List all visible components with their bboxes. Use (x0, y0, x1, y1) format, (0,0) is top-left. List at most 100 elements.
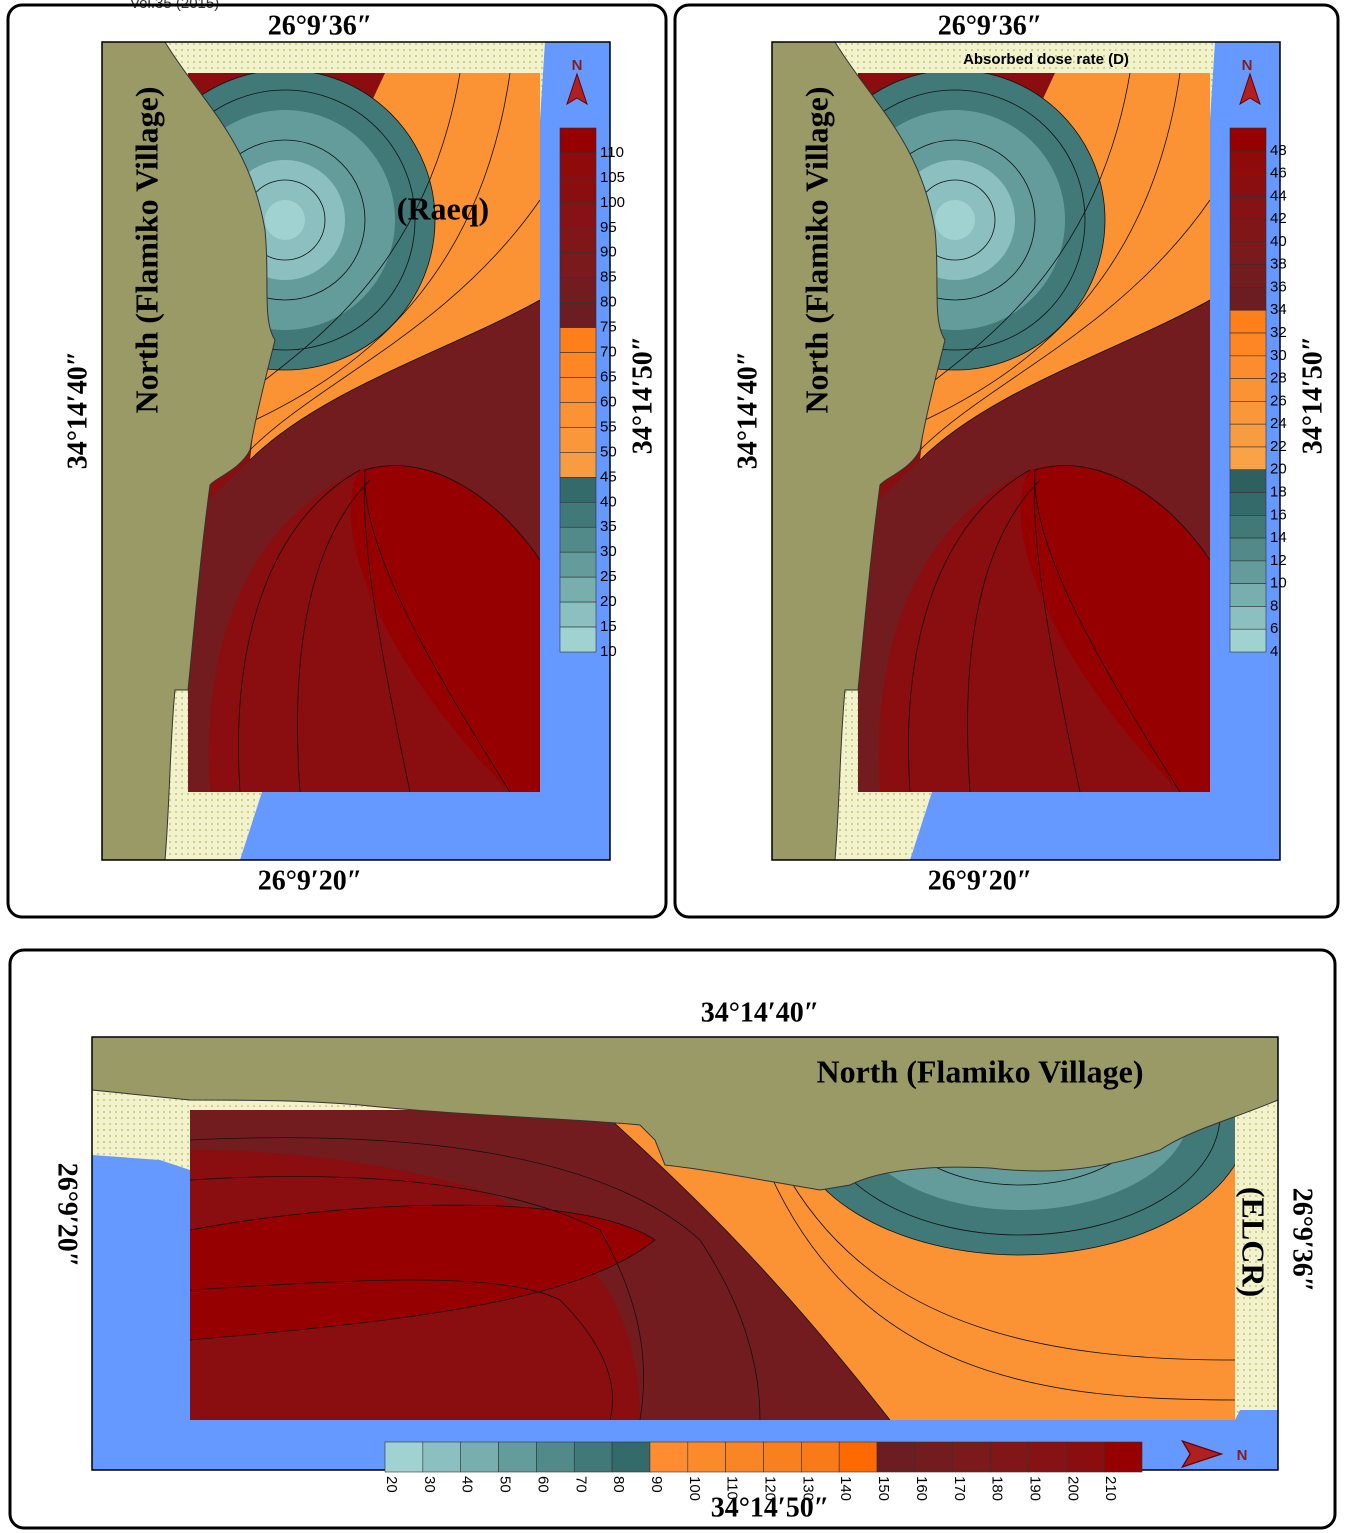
legend-swatch (1229, 355, 1267, 379)
legend-swatch (559, 252, 597, 279)
legend-label: 16 (1270, 506, 1287, 523)
legend-label: 6 (1270, 620, 1278, 637)
legend-label: 90 (600, 244, 617, 261)
legend-swatch (559, 277, 597, 303)
legend-label: 100 (600, 194, 625, 211)
legend-swatch (801, 1441, 840, 1473)
legend-swatch (1066, 1441, 1105, 1473)
legend-swatch (1229, 469, 1267, 493)
legend-swatch (1229, 378, 1267, 402)
legend-swatch (559, 127, 597, 154)
legend-label: 26 (1270, 392, 1287, 409)
legend-swatch (838, 1441, 878, 1473)
legend-label: 18 (1270, 483, 1287, 500)
legend-label: 45 (600, 468, 617, 485)
legend-swatch (559, 452, 597, 478)
legend-label: 55 (600, 418, 617, 435)
top-coordinate: 34°14′40″ (701, 997, 820, 1028)
bottom-coordinate: 26°9′20″ (928, 865, 1033, 896)
legend-label: 34 (1270, 301, 1287, 318)
legend-label: 15 (600, 618, 617, 635)
legend-swatch (559, 576, 597, 603)
legend-label: 85 (600, 269, 617, 286)
legend-label: 30 (421, 1476, 438, 1493)
legend-label: 110 (724, 1476, 741, 1500)
legend-swatch (1229, 606, 1267, 630)
legend-swatch (1229, 241, 1267, 265)
legend-swatch (559, 501, 597, 528)
land-label: North (Flamiko Village) (798, 86, 834, 413)
legend-label: 12 (1270, 552, 1287, 569)
legend-swatch (952, 1441, 991, 1473)
left-coordinate: 34°14′40″ (732, 351, 763, 470)
right-coordinate: 34°14′50″ (1297, 336, 1328, 455)
legend-label: 40 (600, 493, 617, 510)
legend-swatch (559, 302, 597, 328)
legend-label: 8 (1270, 597, 1278, 614)
legend-label: 32 (1270, 324, 1287, 341)
legend-label: 14 (1270, 529, 1287, 546)
legend-label: 200 (1064, 1476, 1081, 1501)
right-coordinate: 34°14′50″ (627, 336, 658, 455)
legend-swatch (611, 1441, 651, 1473)
legend-label: 130 (799, 1476, 816, 1501)
legend-swatch (559, 202, 597, 229)
legend-label: 4 (1270, 643, 1278, 660)
legend-swatch (1229, 332, 1267, 357)
legend-swatch (498, 1441, 537, 1473)
legend-swatch (1229, 560, 1267, 584)
legend-label: 38 (1270, 256, 1287, 273)
legend-swatch (559, 526, 597, 553)
bottom-coordinate: 34°14′50″ (711, 1492, 830, 1523)
legend-swatch (763, 1441, 802, 1473)
legend-swatch (1229, 401, 1267, 425)
legend-label: 35 (600, 518, 617, 535)
legend-swatch (1229, 287, 1267, 311)
legend-label: 20 (383, 1476, 400, 1493)
legend-label: 110 (600, 144, 624, 161)
left-coordinate: 34°14′40″ (62, 351, 93, 470)
bottom-coordinate: 26°9′20″ (258, 865, 363, 896)
legend-swatch (1229, 127, 1267, 152)
legend-swatch (914, 1441, 954, 1473)
legend-label: 10 (1270, 575, 1287, 592)
top-coordinate: 26°9′36″ (938, 10, 1043, 41)
legend-swatch (1229, 446, 1267, 471)
legend-label: 30 (1270, 347, 1287, 364)
legend-swatch (559, 402, 597, 428)
legend-label: 170 (951, 1476, 968, 1501)
legend-label: 50 (600, 443, 617, 460)
legend-label: 60 (600, 393, 617, 410)
legend-swatch (536, 1441, 575, 1473)
map (772, 42, 1280, 860)
legend-label: 60 (534, 1476, 551, 1493)
legend-label: 36 (1270, 278, 1287, 295)
legend-label: 90 (648, 1476, 665, 1493)
legend-label: 150 (875, 1476, 892, 1501)
legend-swatch (990, 1441, 1029, 1473)
legend-label: 70 (572, 1476, 589, 1493)
legend-label: 140 (837, 1476, 854, 1501)
legend-swatch (1229, 264, 1267, 288)
legend-swatch (1103, 1441, 1143, 1473)
legend-label: 44 (1270, 187, 1287, 204)
legend-label: 120 (762, 1476, 779, 1501)
legend-swatch (559, 377, 597, 403)
legend-label: 40 (459, 1476, 476, 1493)
legend-label: 25 (600, 568, 617, 585)
legend-swatch (1229, 173, 1267, 197)
legend-label: 28 (1270, 370, 1287, 387)
legend-swatch (573, 1441, 613, 1473)
map (91, 1036, 1279, 1471)
legend-swatch (649, 1441, 689, 1473)
legend-label: 75 (600, 319, 617, 336)
legend-label: 160 (913, 1476, 930, 1501)
legend-swatch (725, 1441, 764, 1473)
legend-swatch (559, 427, 597, 453)
legend-label: 65 (600, 368, 617, 385)
legend-swatch (559, 551, 597, 578)
legend-swatch (460, 1441, 499, 1473)
legend-swatch (1229, 583, 1267, 607)
legend-label: 50 (497, 1476, 514, 1493)
panel-frame (6, 3, 668, 919)
